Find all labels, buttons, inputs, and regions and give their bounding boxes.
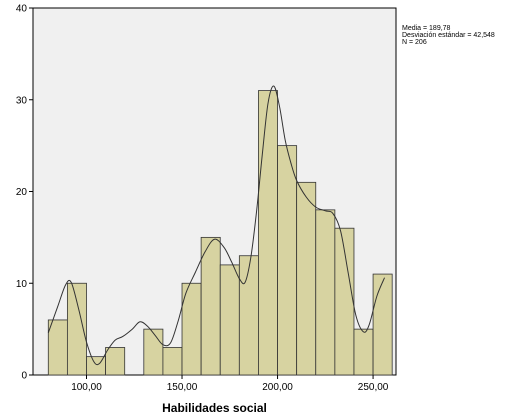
histogram-bar	[334, 227, 355, 376]
x-tick-label: 150,00	[167, 382, 198, 393]
histogram-bar	[66, 282, 87, 376]
x-tick-label: 200,00	[262, 382, 293, 393]
x-axis-label: Habilidades social	[162, 401, 267, 415]
x-tick-label: 250,00	[358, 382, 389, 393]
histogram-bar	[143, 328, 164, 376]
histogram-bar	[105, 347, 126, 376]
y-tick-label: 30	[16, 95, 28, 106]
histogram-bar	[258, 90, 278, 376]
histogram-bar	[162, 347, 183, 376]
x-tick-label: 100,00	[71, 382, 102, 393]
y-tick-label: 0	[21, 371, 27, 382]
stat-n: N = 206	[402, 39, 427, 46]
y-tick-label: 10	[16, 279, 28, 290]
histogram-bar	[238, 255, 259, 376]
histogram-bar	[315, 209, 336, 376]
histogram-bar	[200, 236, 221, 376]
histogram-bar	[277, 145, 298, 376]
histogram-bar	[353, 328, 374, 376]
density-curve	[47, 85, 385, 366]
histogram-bar	[296, 181, 317, 376]
statistics-legend: Media = 189,78 Desviación estándar = 42,…	[402, 25, 495, 46]
histogram-bar	[372, 273, 393, 376]
stat-mean: Media = 189,78	[402, 25, 451, 32]
histogram-bar	[219, 264, 240, 376]
y-tick-label: 40	[16, 4, 28, 15]
stat-std-dev: Desviación estándar = 42,548	[402, 32, 495, 39]
histogram-bar	[47, 319, 68, 376]
y-tick-label: 20	[16, 187, 28, 198]
